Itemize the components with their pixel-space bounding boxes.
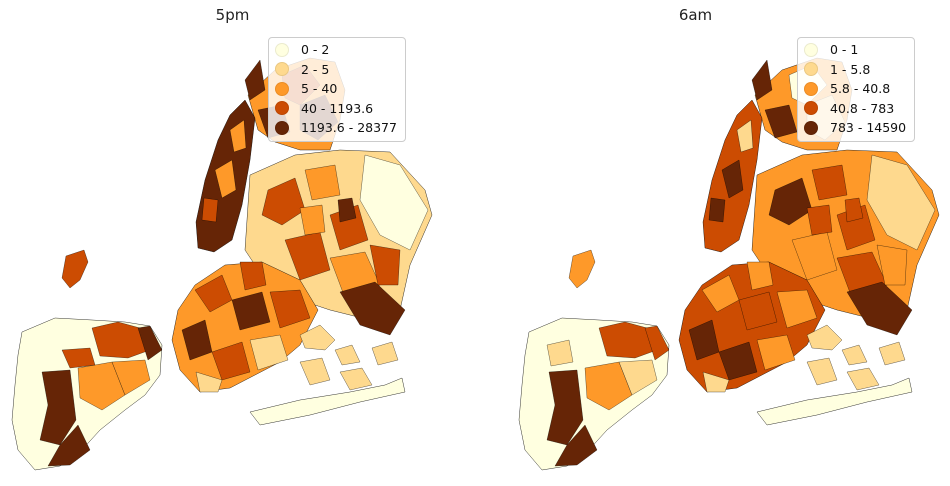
legend-swatch <box>275 42 289 57</box>
legend-label: 5 - 40 <box>301 81 338 97</box>
legend-item: 783 - 14590 <box>804 118 906 138</box>
legend-item: 40 - 1193.6 <box>275 99 397 119</box>
legend-label: 1 - 5.8 <box>830 61 871 77</box>
map-panel-6am: 6am <box>475 0 950 486</box>
map-legend: 0 - 2 2 - 5 5 - 40 40 - 1193.6 1193.6 - … <box>268 37 406 142</box>
legend-label: 40.8 - 783 <box>830 100 895 116</box>
legend-swatch <box>804 120 818 135</box>
map-legend: 0 - 1 1 - 5.8 5.8 - 40.8 40.8 - 783 783 … <box>797 37 916 142</box>
legend-swatch <box>275 101 289 116</box>
legend-swatch <box>804 62 818 77</box>
legend-swatch <box>275 120 289 135</box>
borough-brooklyn <box>171 261 319 393</box>
borough-manhattan <box>702 99 763 253</box>
borough-staten-island <box>11 317 163 471</box>
legend-label: 5.8 - 40.8 <box>830 81 891 97</box>
rockaway-peninsula <box>756 324 913 426</box>
borough-manhattan <box>195 99 256 253</box>
legend-label: 40 - 1193.6 <box>301 100 374 116</box>
legend-label: 0 - 1 <box>830 42 859 58</box>
legend-item: 5.8 - 40.8 <box>804 79 906 99</box>
legend-item: 0 - 2 <box>275 40 397 60</box>
borough-staten-island <box>518 317 670 471</box>
legend-label: 783 - 14590 <box>830 120 907 136</box>
map-title: 5pm <box>215 6 250 24</box>
legend-item: 0 - 1 <box>804 40 906 60</box>
legend-swatch <box>804 101 818 116</box>
legend-item: 1193.6 - 28377 <box>275 118 397 138</box>
legend-item: 40.8 - 783 <box>804 99 906 119</box>
legend-swatch <box>804 81 818 96</box>
legend-item: 1 - 5.8 <box>804 60 906 80</box>
borough-brooklyn <box>678 261 826 393</box>
legend-item: 5 - 40 <box>275 79 397 99</box>
legend-swatch <box>275 81 289 96</box>
rockaway-peninsula <box>249 324 406 426</box>
map-title: 6am <box>678 6 713 24</box>
island-offshore <box>568 249 596 289</box>
legend-label: 2 - 5 <box>301 61 330 77</box>
island-offshore <box>61 249 89 289</box>
legend-swatch <box>804 42 818 57</box>
legend-label: 0 - 2 <box>301 42 330 58</box>
legend-swatch <box>275 62 289 77</box>
legend-item: 2 - 5 <box>275 60 397 80</box>
map-panel-5pm: 5pm <box>11 6 433 471</box>
legend-label: 1193.6 - 28377 <box>301 120 397 136</box>
